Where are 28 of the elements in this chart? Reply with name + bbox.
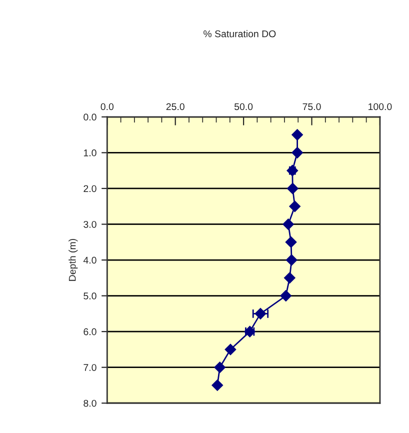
y-tick-label: 6.0 <box>84 328 96 336</box>
y-axis-title: Depth (m) <box>68 239 78 281</box>
y-tick-label: 3.0 <box>84 220 96 228</box>
y-tick-label: 1.0 <box>84 149 96 156</box>
x-tick-label: 50.0 <box>234 103 253 110</box>
point <box>292 129 303 140</box>
y-tick-label: 4.0 <box>83 256 96 264</box>
point <box>282 218 294 230</box>
point <box>214 362 226 373</box>
point <box>280 290 292 302</box>
x-tick-label: 0.0 <box>100 103 114 110</box>
point <box>289 200 300 212</box>
x-tick-label: 75.0 <box>302 103 321 110</box>
point <box>212 380 223 391</box>
y-tick-label: 2.0 <box>84 185 96 192</box>
point <box>286 254 298 266</box>
point <box>287 182 298 194</box>
y-tick-label: 5.0 <box>84 292 96 300</box>
y-tick-label: 0.0 <box>84 114 96 121</box>
x-tick-label: 100.0 <box>368 103 392 110</box>
point <box>285 236 297 248</box>
chart-title: % Saturation DO <box>204 30 276 38</box>
point <box>292 147 303 158</box>
point <box>224 344 236 356</box>
y-tick-label: 8.0 <box>84 400 96 407</box>
y-tick-label: 7.0 <box>84 364 96 371</box>
x-tick-label: 25.0 <box>166 103 184 110</box>
point <box>284 272 296 284</box>
